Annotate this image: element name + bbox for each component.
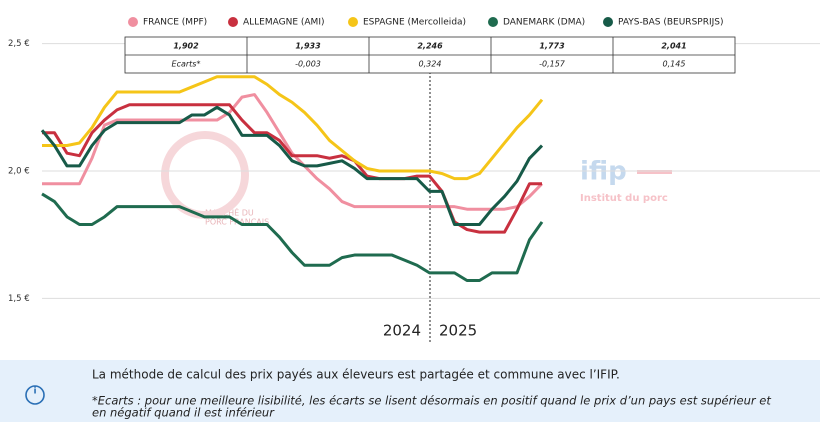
y-tick-label: 2,5 € xyxy=(8,39,30,49)
legend-marker xyxy=(488,17,498,27)
series-line xyxy=(40,105,544,226)
legend-marker xyxy=(128,17,138,27)
legend-label: ESPAGNE (Mercolleida) xyxy=(363,18,466,28)
year-label: 2025 xyxy=(439,322,477,340)
table-cell: Ecarts* xyxy=(172,60,201,69)
year-label: 2024 xyxy=(383,322,421,340)
series-line xyxy=(41,192,544,283)
table-cell: 0,324 xyxy=(419,60,442,69)
info-note: *Ecarts : pour une meilleure lisibilité,… xyxy=(92,394,771,408)
watermark-logo xyxy=(161,131,249,219)
series-line xyxy=(42,93,544,211)
table-cell: 2,246 xyxy=(417,42,443,51)
y-tick-label: 2,0 € xyxy=(8,167,30,177)
table-cell: -0,003 xyxy=(295,60,321,69)
y-tick-label: 1,5 € xyxy=(8,294,30,304)
watermark: MARCHÉ DU xyxy=(205,207,254,218)
legend-marker xyxy=(228,17,238,27)
legend-marker xyxy=(348,17,358,27)
legend-label: DANEMARK (DMA) xyxy=(503,18,585,28)
info-box: i La méthode de calcul des prix payés au… xyxy=(0,360,820,422)
info-text: La méthode de calcul des prix payés aux … xyxy=(92,368,620,382)
legend-label: PAYS-BAS (BEURSPRIJS) xyxy=(618,18,724,28)
info-icon-dot: i xyxy=(33,387,36,397)
table-cell: 1,773 xyxy=(539,42,565,51)
legend-marker xyxy=(603,17,613,27)
series-line xyxy=(42,75,544,181)
legend-label: FRANCE (MPF) xyxy=(143,18,207,28)
info-note: en négatif quand il est inférieur xyxy=(92,406,275,420)
info-icon xyxy=(25,385,45,405)
table-cell: 1,933 xyxy=(295,42,321,51)
table-cell: 1,902 xyxy=(173,42,199,51)
legend-label: ALLEMAGNE (AMI) xyxy=(243,18,325,28)
table-cell: -0,157 xyxy=(539,60,566,69)
info-svg: i La méthode de calcul des prix payés au… xyxy=(25,368,771,420)
watermark: Institut du porc xyxy=(580,193,668,204)
table-cell: 2,041 xyxy=(661,42,686,51)
table-cell: 0,145 xyxy=(663,60,686,69)
